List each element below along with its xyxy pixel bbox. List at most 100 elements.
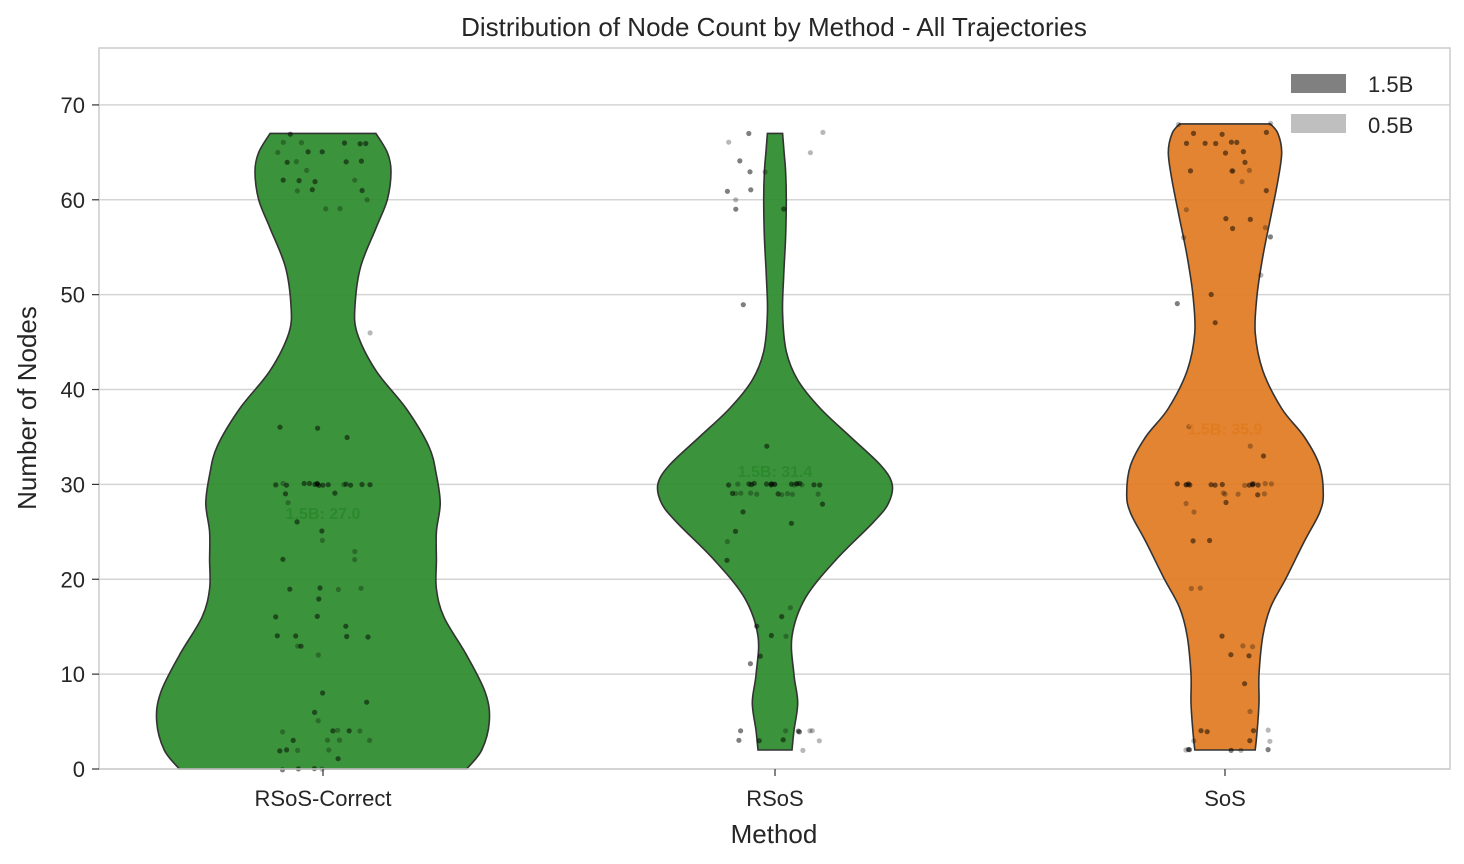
point-rsos-correct-77 (343, 159, 349, 165)
legend-swatch-1-5b (1291, 74, 1346, 93)
point-rsos-correct-6 (326, 747, 332, 753)
point-rsos-4 (736, 737, 742, 743)
point-rsos-correct-69 (309, 187, 315, 193)
point-rsos-correct-35 (287, 586, 293, 592)
point-rsos-correct-71 (359, 187, 365, 194)
point-rsos-correct-48 (341, 482, 347, 488)
point-rsos-44 (797, 480, 803, 487)
legend-label-0-5b: 0.5B (1368, 113, 1413, 138)
point-rsos-correct-72 (352, 177, 358, 183)
point-rsos-63 (807, 150, 814, 156)
point-rsos-54 (740, 302, 746, 308)
point-rsos-correct-73 (312, 179, 318, 185)
point-sos-30 (1220, 490, 1226, 496)
point-rsos-correct-59 (367, 482, 373, 488)
x-tick-label-rsos: RSoS (746, 786, 803, 811)
point-rsos-correct-24 (298, 643, 304, 649)
point-rsos-correct-18 (315, 718, 321, 724)
point-rsos-correct-54 (283, 482, 290, 488)
point-rsos-15 (754, 623, 760, 629)
point-rsos-correct-29 (343, 623, 349, 629)
point-sos-76 (1190, 130, 1197, 136)
point-rsos-30 (729, 490, 736, 496)
point-sos-35 (1212, 482, 1218, 488)
point-sos-36 (1242, 482, 1248, 488)
point-sos-2 (1228, 747, 1234, 754)
point-rsos-correct-41 (319, 528, 325, 534)
point-sos-60 (1247, 216, 1253, 222)
point-rsos-8 (796, 729, 803, 735)
violin-sos (1125, 123, 1325, 751)
point-sos-48 (1260, 453, 1267, 459)
point-rsos-correct-84 (357, 141, 363, 147)
point-rsos-correct-70 (294, 188, 300, 194)
point-rsos-1 (780, 737, 786, 743)
y-axis-ticks: 0 10 20 30 40 50 60 70 (61, 93, 99, 782)
point-rsos-11 (747, 661, 754, 667)
point-rsos-19 (724, 539, 731, 545)
point-sos-10 (1198, 728, 1204, 734)
point-rsos-correct-31 (314, 613, 320, 620)
point-rsos-correct-32 (316, 596, 322, 602)
point-rsos-correct-76 (304, 167, 310, 173)
point-rsos-correct-85 (363, 140, 369, 147)
point-sos-63 (1239, 179, 1245, 185)
point-sos-19 (1219, 633, 1225, 639)
point-rsos-correct-26 (344, 633, 350, 640)
point-sos-70 (1222, 150, 1229, 156)
point-sos-33 (1208, 482, 1214, 488)
point-sos-24 (1191, 509, 1197, 515)
point-sos-5 (1186, 747, 1193, 753)
point-rsos-61 (762, 169, 768, 175)
point-rsos-35 (764, 481, 770, 487)
point-rsos-correct-61 (325, 482, 331, 488)
point-rsos-9 (807, 728, 813, 734)
point-rsos-correct-55 (320, 482, 326, 488)
point-rsos-51 (746, 481, 752, 487)
point-rsos-45 (751, 480, 757, 486)
point-sos-8 (1191, 738, 1197, 744)
point-rsos-correct-86 (280, 139, 286, 145)
point-rsos-12 (757, 653, 763, 659)
point-sos-42 (1255, 482, 1261, 488)
point-rsos-correct-42 (294, 519, 300, 525)
x-tick-label-sos: SoS (1204, 786, 1246, 811)
point-rsos-3 (756, 738, 762, 744)
point-rsos-64 (726, 139, 732, 145)
mean-labels: 1.5B: 27.0 1.5B: 31.4 1.5B: 35.9 (286, 421, 1263, 522)
point-sos-78 (1263, 129, 1269, 135)
point-rsos-correct-20 (364, 699, 370, 705)
point-sos-9 (1250, 728, 1257, 734)
point-rsos-34 (735, 481, 741, 487)
point-sos-18 (1250, 644, 1256, 650)
chart-title: Distribution of Node Count by Method - A… (461, 12, 1087, 42)
point-rsos-48 (726, 482, 732, 488)
point-sos-12 (1204, 729, 1210, 735)
point-sos-29 (1261, 491, 1267, 497)
violin-rsos-correct (155, 132, 491, 770)
point-sos-21 (1197, 585, 1203, 591)
point-rsos-correct-13 (346, 728, 352, 734)
point-sos-66 (1229, 168, 1235, 174)
point-rsos-50 (817, 482, 823, 488)
point-rsos-correct-67 (323, 206, 329, 212)
point-rsos-correct-39 (352, 548, 358, 555)
point-sos-53 (1208, 291, 1214, 298)
point-rsos-correct-83 (319, 149, 325, 155)
y-tick-label-20: 20 (61, 567, 85, 592)
mean-label-sos: 1.5B: 35.9 (1188, 421, 1263, 438)
y-tick-label-0: 0 (73, 757, 85, 782)
point-rsos-correct-66 (337, 206, 343, 212)
point-rsos-correct-79 (293, 159, 299, 165)
x-axis-label: Method (731, 819, 818, 849)
point-rsos-correct-37 (352, 557, 358, 563)
point-rsos-correct-53 (359, 481, 365, 488)
point-sos-46 (1174, 481, 1180, 487)
point-rsos-0 (800, 747, 806, 754)
point-sos-3 (1265, 747, 1271, 753)
point-rsos-correct-63 (315, 425, 321, 431)
point-sos-72 (1202, 140, 1208, 146)
point-rsos-correct-47 (343, 481, 349, 487)
point-rsos-52 (811, 482, 817, 488)
